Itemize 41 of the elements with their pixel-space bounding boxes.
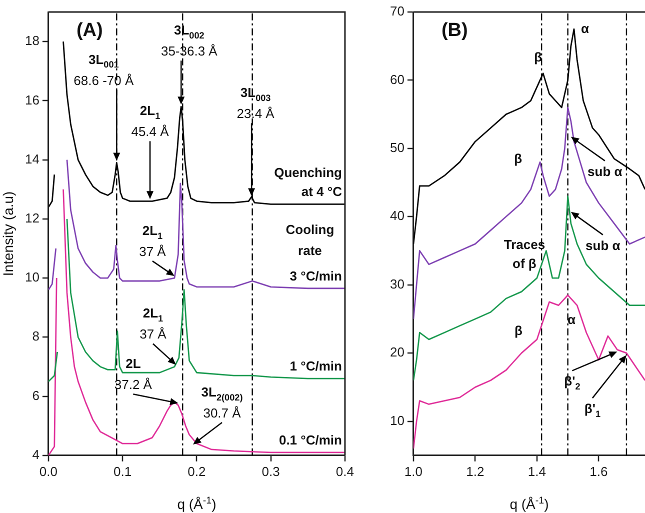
y-axis-title: Intensity (a.u)	[0, 191, 16, 276]
series-label: 0.1 °C/min	[278, 432, 342, 448]
annotation: sub α	[588, 164, 622, 179]
y-tick-label: 60	[390, 72, 404, 87]
x-tick-label: 0.3	[262, 464, 280, 479]
annotation: α	[567, 312, 576, 327]
y-tick-label: 18	[24, 33, 40, 48]
y-tick-label: 8	[32, 328, 40, 344]
y-tick-label: 40	[390, 208, 404, 224]
series-label: 3 °C/min	[290, 268, 342, 284]
annotation: Traces of β	[504, 237, 546, 271]
chart-title: (B)	[441, 20, 468, 41]
y-tick-label: 16	[24, 92, 40, 108]
annotation: sub α	[586, 238, 620, 253]
y-tick-label: 30	[390, 276, 404, 292]
y-tick-label: 20	[390, 344, 404, 360]
chart-title: (A)	[76, 20, 103, 41]
x-tick-label: 1.6	[590, 464, 608, 479]
y-tick-label: 10	[390, 412, 404, 428]
x-tick-label: 0.0	[39, 464, 58, 479]
y-tick-label: 6	[32, 388, 40, 403]
x-tick-label: 0.2	[188, 464, 206, 479]
y-tick-label: 12	[24, 210, 40, 226]
y-tick-label: 70	[390, 4, 404, 19]
annotation: Cooling rate	[286, 222, 334, 258]
annotation: β	[514, 151, 522, 166]
annotation: β	[534, 49, 542, 64]
y-tick-label: 10	[24, 270, 40, 285]
x-tick-label: 0.4	[336, 464, 354, 479]
series-label: Quenching at 4 °C	[274, 165, 343, 200]
x-tick-label: 0.1	[114, 464, 132, 479]
annotation: 2L 37.2 Å	[114, 356, 152, 392]
y-tick-label: 50	[390, 140, 404, 156]
x-tick-label: 1.4	[528, 464, 546, 479]
x-tick-label: 1.0	[404, 464, 422, 479]
series-label: 1 °C/min	[290, 358, 342, 374]
annotation: β	[514, 323, 522, 338]
x-tick-label: 1.2	[466, 464, 484, 479]
y-tick-label: 14	[24, 151, 40, 166]
y-tick-label: 4	[32, 446, 40, 462]
annotation: α	[581, 21, 589, 36]
